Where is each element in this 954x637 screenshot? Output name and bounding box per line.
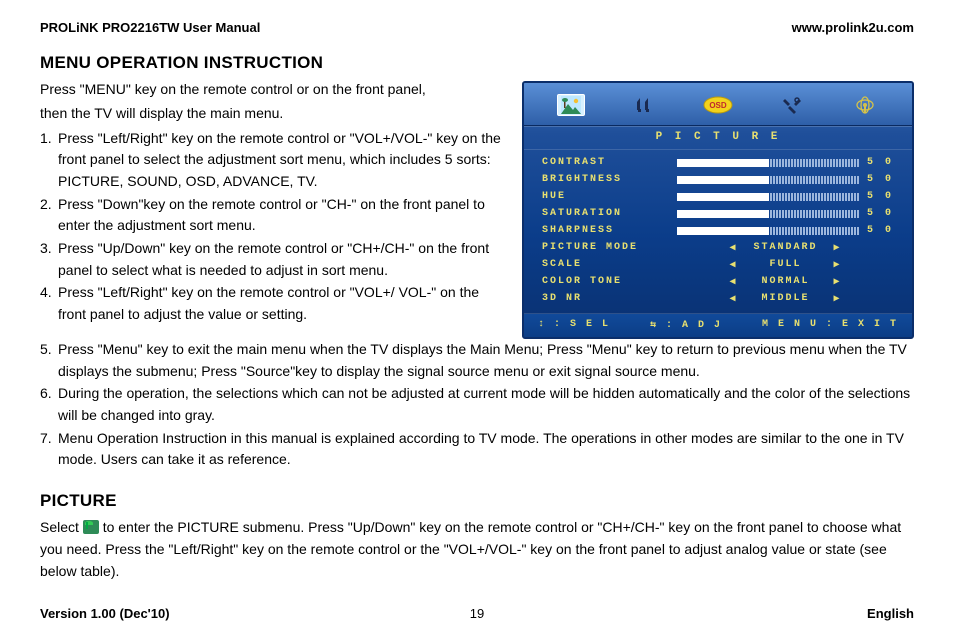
- menu-step-3: Press "Up/Down" key on the remote contro…: [40, 238, 508, 281]
- menu-step-2: Press "Down"key on the remote control or…: [40, 194, 508, 237]
- osd-icon: OSD: [703, 96, 733, 114]
- osd-row-hue[interactable]: HUE 5 0: [542, 188, 894, 205]
- osd-tab-picture[interactable]: [551, 91, 591, 119]
- osd-row-contrast[interactable]: CONTRAST 5 0: [542, 154, 894, 171]
- osd-menu-title: P I C T U R E: [524, 126, 912, 149]
- osd-tabs: OSD: [524, 83, 912, 126]
- osd-body: CONTRAST 5 0 BRIGHTNESS 5 0 HUE 5 0 SATU…: [524, 149, 912, 314]
- menu-step-5: Press "Menu" key to exit the main menu w…: [40, 339, 914, 382]
- picture-section-body: Select to enter the PICTURE submenu. Pre…: [40, 517, 914, 582]
- picture-body-b: to enter the PICTURE submenu. Press "Up/…: [40, 519, 901, 578]
- osd-label: SHARPNESS: [542, 225, 677, 236]
- picture-inline-icon: [83, 520, 99, 534]
- menu-steps-5to7: Press "Menu" key to exit the main menu w…: [40, 339, 914, 471]
- osd-row-picture-mode[interactable]: PICTURE MODE ◀ STANDARD ▶: [542, 239, 894, 256]
- osd-hint-exit: M E N U : E X I T: [762, 319, 898, 331]
- osd-slider: [677, 227, 866, 235]
- header-left: PROLiNK PRO2216TW User Manual: [40, 20, 260, 35]
- page-header: PROLiNK PRO2216TW User Manual www.prolin…: [40, 20, 914, 35]
- picture-section: PICTURE Select to enter the PICTURE subm…: [40, 491, 914, 582]
- osd-tab-sound[interactable]: [624, 91, 664, 119]
- osd-select-value: FULL: [746, 259, 826, 270]
- osd-label: COLOR TONE: [542, 276, 677, 287]
- menu-steps-1to4: Press "Left/Right" key on the remote con…: [40, 128, 508, 326]
- arrow-left-icon: ◀: [729, 242, 737, 254]
- osd-value: 5 0: [866, 225, 894, 236]
- menu-instructions: Press "MENU" key on the remote control o…: [40, 79, 508, 339]
- osd-label: BRIGHTNESS: [542, 174, 677, 185]
- osd-slider: [677, 159, 866, 167]
- footer-language: English: [867, 606, 914, 621]
- osd-row-brightness[interactable]: BRIGHTNESS 5 0: [542, 171, 894, 188]
- footer-version: Version 1.00 (Dec'10): [40, 606, 170, 621]
- arrow-right-icon: ▶: [834, 242, 842, 254]
- menu-step-6: During the operation, the selections whi…: [40, 383, 914, 426]
- osd-tab-advance[interactable]: [772, 91, 812, 119]
- osd-picture-menu: OSD: [522, 81, 914, 339]
- menu-intro-line1: Press "MENU" key on the remote control o…: [40, 79, 508, 99]
- osd-tab-tv[interactable]: [845, 91, 885, 119]
- menu-step-5a: Press "Menu" key to exit the main menu w…: [58, 341, 443, 357]
- osd-row-color-tone[interactable]: COLOR TONE ◀ NORMAL ▶: [542, 273, 894, 290]
- osd-select-value: MIDDLE: [746, 293, 826, 304]
- menu-step-1: Press "Left/Right" key on the remote con…: [40, 128, 508, 193]
- osd-label: SATURATION: [542, 208, 677, 219]
- osd-label: SCALE: [542, 259, 677, 270]
- osd-footer: ↕ : S E L ⇆ : A D J M E N U : E X I T: [524, 314, 912, 337]
- footer-page: 19: [470, 606, 484, 621]
- osd-label: HUE: [542, 191, 677, 202]
- osd-slider: [677, 210, 866, 218]
- svg-text:OSD: OSD: [709, 101, 727, 110]
- osd-tab-osd[interactable]: OSD: [698, 91, 738, 119]
- osd-label: 3D NR: [542, 293, 677, 304]
- osd-slider: [677, 193, 866, 201]
- osd-row-saturation[interactable]: SATURATION 5 0: [542, 205, 894, 222]
- sound-icon: [634, 96, 654, 114]
- osd-label: PICTURE MODE: [542, 242, 677, 253]
- osd-label: CONTRAST: [542, 157, 677, 168]
- tools-icon: [782, 96, 802, 114]
- picture-body-a: Select: [40, 519, 83, 535]
- arrow-right-icon: ▶: [834, 276, 842, 288]
- osd-value: 5 0: [866, 157, 894, 168]
- arrow-left-icon: ◀: [729, 293, 737, 305]
- header-right: www.prolink2u.com: [792, 20, 914, 35]
- osd-row-sharpness[interactable]: SHARPNESS 5 0: [542, 222, 894, 239]
- osd-slider: [677, 176, 866, 184]
- arrow-right-icon: ▶: [834, 259, 842, 271]
- osd-select-value: STANDARD: [746, 242, 826, 253]
- menu-step-7: Menu Operation Instruction in this manua…: [40, 428, 914, 471]
- arrow-right-icon: ▶: [834, 293, 842, 305]
- picture-section-title: PICTURE: [40, 491, 914, 511]
- osd-hint-sel: ↕ : S E L: [538, 319, 610, 331]
- menu-step-4: Press "Left/Right" key on the remote con…: [40, 282, 508, 325]
- osd-value: 5 0: [866, 191, 894, 202]
- picture-icon: [561, 96, 581, 114]
- antenna-icon: [855, 96, 875, 114]
- arrow-left-icon: ◀: [729, 276, 737, 288]
- page-footer: Version 1.00 (Dec'10) 19 English: [40, 606, 914, 621]
- osd-select-value: NORMAL: [746, 276, 826, 287]
- osd-value: 5 0: [866, 174, 894, 185]
- osd-value: 5 0: [866, 208, 894, 219]
- menu-intro-line2: then the TV will display the main menu.: [40, 103, 508, 123]
- osd-row-scale[interactable]: SCALE ◀ FULL ▶: [542, 256, 894, 273]
- osd-row-3dnr[interactable]: 3D NR ◀ MIDDLE ▶: [542, 290, 894, 307]
- osd-hint-adj: ⇆ : A D J: [650, 319, 722, 331]
- arrow-left-icon: ◀: [729, 259, 737, 271]
- menu-section-title: MENU OPERATION INSTRUCTION: [40, 53, 914, 73]
